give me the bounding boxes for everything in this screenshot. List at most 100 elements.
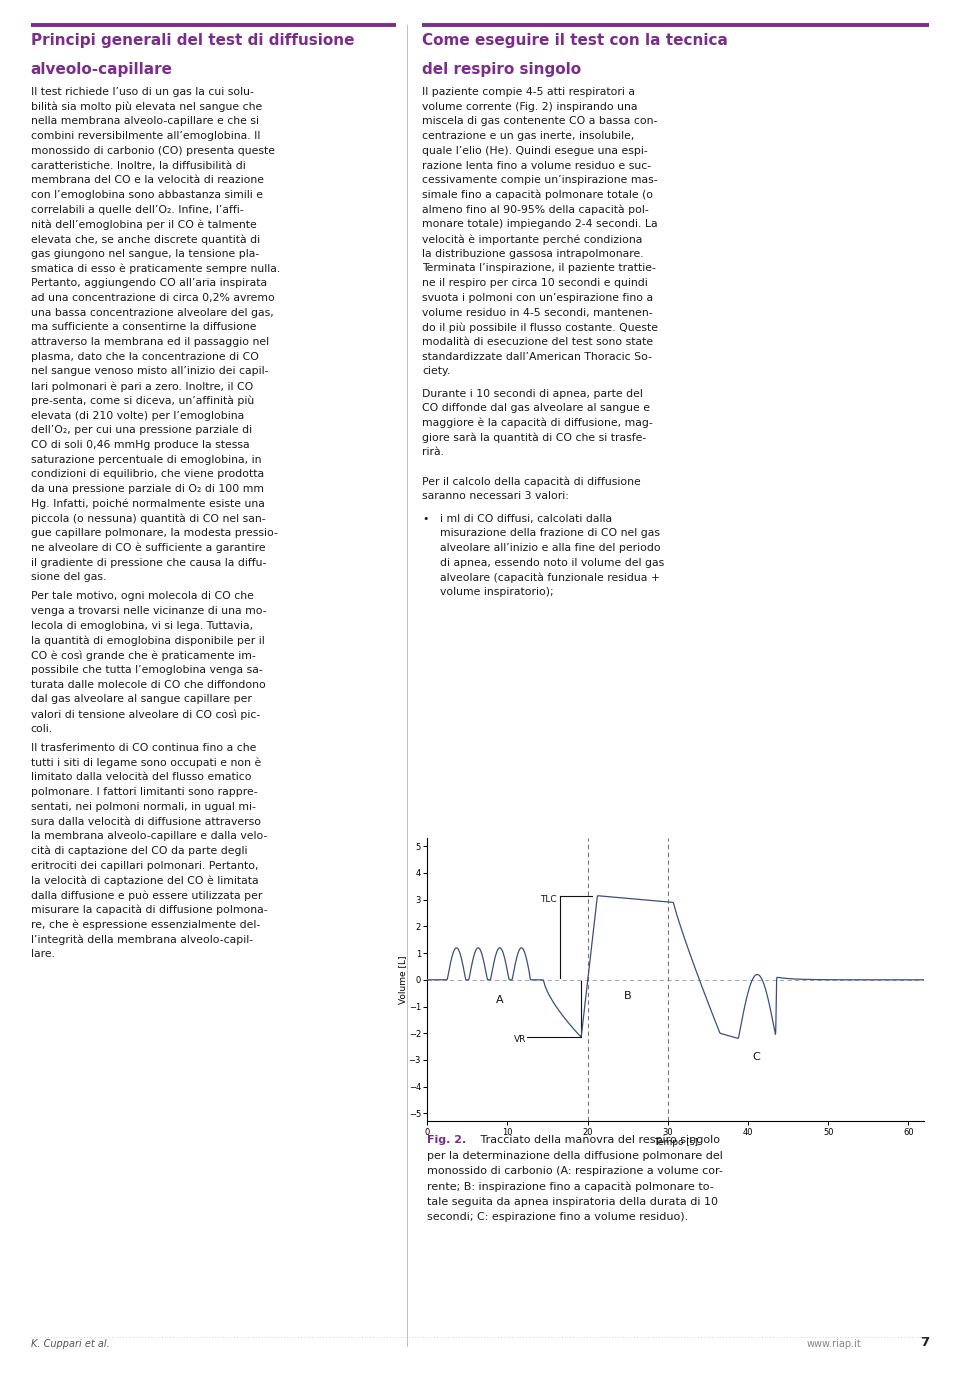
Text: smatica di esso è praticamente sempre nulla.: smatica di esso è praticamente sempre nu… [31,264,280,273]
Text: A: A [495,994,503,1004]
Text: ciety.: ciety. [422,366,450,377]
Text: monare totale) impiegando 2-4 secondi. La: monare totale) impiegando 2-4 secondi. L… [422,220,658,229]
Text: miscela di gas contenente CO a bassa con-: miscela di gas contenente CO a bassa con… [422,116,658,127]
Text: possibile che tutta l’emoglobina venga sa-: possibile che tutta l’emoglobina venga s… [31,666,262,675]
Text: eritrociti dei capillari polmonari. Pertanto,: eritrociti dei capillari polmonari. Pert… [31,860,258,870]
Text: razione lenta fino a volume residuo e suc-: razione lenta fino a volume residuo e su… [422,160,652,170]
Text: maggiore è la capacità di diffusione, mag-: maggiore è la capacità di diffusione, ma… [422,418,653,428]
Text: elevata (di 210 volte) per l’emoglobina: elevata (di 210 volte) per l’emoglobina [31,410,244,421]
Text: velocità è importante perché condiziona: velocità è importante perché condiziona [422,235,643,244]
Text: la distribuzione gassosa intrapolmonare.: la distribuzione gassosa intrapolmonare. [422,249,644,258]
Text: cessivamente compie un’inspirazione mas-: cessivamente compie un’inspirazione mas- [422,175,658,185]
Text: ma sufficiente a consentirne la diffusione: ma sufficiente a consentirne la diffusio… [31,322,256,333]
Text: alveolare all’inizio e alla fine del periodo: alveolare all’inizio e alla fine del per… [440,543,660,552]
Text: correlabili a quelle dell’O₂. Infine, l’affi-: correlabili a quelle dell’O₂. Infine, l’… [31,204,243,214]
Text: nella membrana alveolo-capillare e che si: nella membrana alveolo-capillare e che s… [31,116,259,127]
Text: una bassa concentrazione alveolare del gas,: una bassa concentrazione alveolare del g… [31,308,274,318]
Text: elevata che, se anche discrete quantità di: elevata che, se anche discrete quantità … [31,235,260,244]
Text: TLC: TLC [540,895,557,905]
Text: saranno necessari 3 valori:: saranno necessari 3 valori: [422,492,569,501]
Text: Il paziente compie 4-5 atti respiratori a: Il paziente compie 4-5 atti respiratori … [422,87,636,97]
Text: bilità sia molto più elevata nel sangue che: bilità sia molto più elevata nel sangue … [31,102,262,112]
Text: alveolo-capillare: alveolo-capillare [31,62,173,77]
Text: plasma, dato che la concentrazione di CO: plasma, dato che la concentrazione di CO [31,352,258,362]
Text: B: B [624,990,632,1000]
Text: coli.: coli. [31,724,53,733]
Text: Tracciato della manovra del respiro singolo: Tracciato della manovra del respiro sing… [477,1135,720,1145]
Text: venga a trovarsi nelle vicinanze di una mo-: venga a trovarsi nelle vicinanze di una … [31,606,266,616]
Text: ne alveolare di CO è sufficiente a garantire: ne alveolare di CO è sufficiente a garan… [31,543,265,554]
Text: Terminata l’inspirazione, il paziente trattie-: Terminata l’inspirazione, il paziente tr… [422,264,657,273]
Text: secondi; C: espirazione fino a volume residuo).: secondi; C: espirazione fino a volume re… [427,1213,688,1222]
Text: centrazione e un gas inerte, insolubile,: centrazione e un gas inerte, insolubile, [422,131,635,141]
Text: Per il calcolo della capacità di diffusione: Per il calcolo della capacità di diffusi… [422,476,641,487]
Text: CO di soli 0,46 mmHg produce la stessa: CO di soli 0,46 mmHg produce la stessa [31,441,250,450]
Y-axis label: Volume [L]: Volume [L] [398,956,407,1004]
Text: misurazione della frazione di CO nel gas: misurazione della frazione di CO nel gas [440,529,660,539]
Text: tale seguita da apnea inspiratoria della durata di 10: tale seguita da apnea inspiratoria della… [427,1197,718,1207]
Text: monossido di carbonio (CO) presenta queste: monossido di carbonio (CO) presenta ques… [31,146,275,156]
Text: standardizzate dall’American Thoracic So-: standardizzate dall’American Thoracic So… [422,352,653,362]
Text: volume residuo in 4-5 secondi, mantenen-: volume residuo in 4-5 secondi, mantenen- [422,308,653,318]
Text: simale fino a capacità polmonare totale (o: simale fino a capacità polmonare totale … [422,191,654,200]
Text: Per tale motivo, ogni molecola di CO che: Per tale motivo, ogni molecola di CO che [31,591,253,602]
Text: misurare la capacità di diffusione polmona-: misurare la capacità di diffusione polmo… [31,905,267,916]
Text: CO è così grande che è praticamente im-: CO è così grande che è praticamente im- [31,650,255,660]
Text: pre-senta, come si diceva, un’affinità più: pre-senta, come si diceva, un’affinità p… [31,396,254,406]
Text: nel sangue venoso misto all’inizio dei capil-: nel sangue venoso misto all’inizio dei c… [31,366,268,377]
Text: sura dalla velocità di diffusione attraverso: sura dalla velocità di diffusione attrav… [31,816,261,826]
Text: C: C [753,1052,760,1062]
Text: Il trasferimento di CO continua fino a che: Il trasferimento di CO continua fino a c… [31,743,256,753]
Text: svuota i polmoni con un’espirazione fino a: svuota i polmoni con un’espirazione fino… [422,293,654,302]
Text: i ml di CO diffusi, calcolati dalla: i ml di CO diffusi, calcolati dalla [440,514,612,523]
Text: condizioni di equilibrio, che viene prodotta: condizioni di equilibrio, che viene prod… [31,470,264,479]
Text: modalità di esecuzione del test sono state: modalità di esecuzione del test sono sta… [422,337,654,347]
Text: cità di captazione del CO da parte degli: cità di captazione del CO da parte degli [31,847,248,856]
Text: saturazione percentuale di emoglobina, in: saturazione percentuale di emoglobina, i… [31,454,261,464]
Text: CO diffonde dal gas alveolare al sangue e: CO diffonde dal gas alveolare al sangue … [422,403,651,413]
Text: da una pressione parziale di O₂ di 100 mm: da una pressione parziale di O₂ di 100 m… [31,485,264,494]
Text: gas giungono nel sangue, la tensione pla-: gas giungono nel sangue, la tensione pla… [31,249,259,258]
Text: tutti i siti di legame sono occupati e non è: tutti i siti di legame sono occupati e n… [31,758,261,768]
Text: la membrana alveolo-capillare e dalla velo-: la membrana alveolo-capillare e dalla ve… [31,831,267,841]
Text: piccola (o nessuna) quantità di CO nel san-: piccola (o nessuna) quantità di CO nel s… [31,514,265,523]
Text: Come eseguire il test con la tecnica: Come eseguire il test con la tecnica [422,33,729,48]
Text: volume inspiratorio);: volume inspiratorio); [440,587,553,597]
Text: 7: 7 [920,1337,929,1349]
Text: del respiro singolo: del respiro singolo [422,62,582,77]
Text: per la determinazione della diffusione polmonare del: per la determinazione della diffusione p… [427,1150,723,1160]
Text: rirà.: rirà. [422,447,444,457]
Text: limitato dalla velocità del flusso ematico: limitato dalla velocità del flusso emati… [31,772,252,783]
Text: Il test richiede l’uso di un gas la cui solu-: Il test richiede l’uso di un gas la cui … [31,87,253,97]
Text: volume corrente (Fig. 2) inspirando una: volume corrente (Fig. 2) inspirando una [422,102,637,112]
Text: la quantità di emoglobina disponibile per il: la quantità di emoglobina disponibile pe… [31,635,264,646]
Text: polmonare. I fattori limitanti sono rappre-: polmonare. I fattori limitanti sono rapp… [31,787,257,797]
Text: monossido di carbonio (A: respirazione a volume cor-: monossido di carbonio (A: respirazione a… [427,1166,723,1177]
Text: lari polmonari è pari a zero. Inoltre, il CO: lari polmonari è pari a zero. Inoltre, i… [31,381,253,392]
Text: dell’O₂, per cui una pressione parziale di: dell’O₂, per cui una pressione parziale … [31,425,252,435]
Text: turata dalle molecole di CO che diffondono: turata dalle molecole di CO che diffondo… [31,679,266,689]
Text: attraverso la membrana ed il passaggio nel: attraverso la membrana ed il passaggio n… [31,337,269,347]
Text: Fig. 2.: Fig. 2. [427,1135,467,1145]
Text: re, che è espressione essenzialmente del-: re, che è espressione essenzialmente del… [31,920,260,929]
Text: dal gas alveolare al sangue capillare per: dal gas alveolare al sangue capillare pe… [31,695,252,704]
Text: di apnea, essendo noto il volume del gas: di apnea, essendo noto il volume del gas [440,558,664,568]
Text: Durante i 10 secondi di apnea, parte del: Durante i 10 secondi di apnea, parte del [422,388,643,399]
Text: ne il respiro per circa 10 secondi e quindi: ne il respiro per circa 10 secondi e qui… [422,278,648,289]
Text: combini reversibilmente all’emoglobina. Il: combini reversibilmente all’emoglobina. … [31,131,260,141]
Text: do il più possibile il flusso costante. Queste: do il più possibile il flusso costante. … [422,322,659,333]
Text: con l’emoglobina sono abbastanza simili e: con l’emoglobina sono abbastanza simili … [31,191,263,200]
X-axis label: Tempo [s]: Tempo [s] [654,1138,698,1148]
Text: gue capillare polmonare, la modesta pressio-: gue capillare polmonare, la modesta pres… [31,529,277,539]
Text: valori di tensione alveolare di CO così pic-: valori di tensione alveolare di CO così … [31,708,260,720]
Text: ad una concentrazione di circa 0,2% avremo: ad una concentrazione di circa 0,2% avre… [31,293,275,302]
Text: VR: VR [514,1036,526,1044]
Text: alveolare (capacità funzionale residua +: alveolare (capacità funzionale residua + [440,572,660,583]
Text: almeno fino al 90-95% della capacità pol-: almeno fino al 90-95% della capacità pol… [422,204,649,215]
Text: •: • [422,514,429,523]
Text: sentati, nei polmoni normali, in ugual mi-: sentati, nei polmoni normali, in ugual m… [31,802,255,812]
Text: caratteristiche. Inoltre, la diffusibilità di: caratteristiche. Inoltre, la diffusibili… [31,160,246,170]
Text: il gradiente di pressione che causa la diffu-: il gradiente di pressione che causa la d… [31,558,266,568]
Text: sione del gas.: sione del gas. [31,572,107,583]
Text: lecola di emoglobina, vi si lega. Tuttavia,: lecola di emoglobina, vi si lega. Tuttav… [31,621,252,631]
